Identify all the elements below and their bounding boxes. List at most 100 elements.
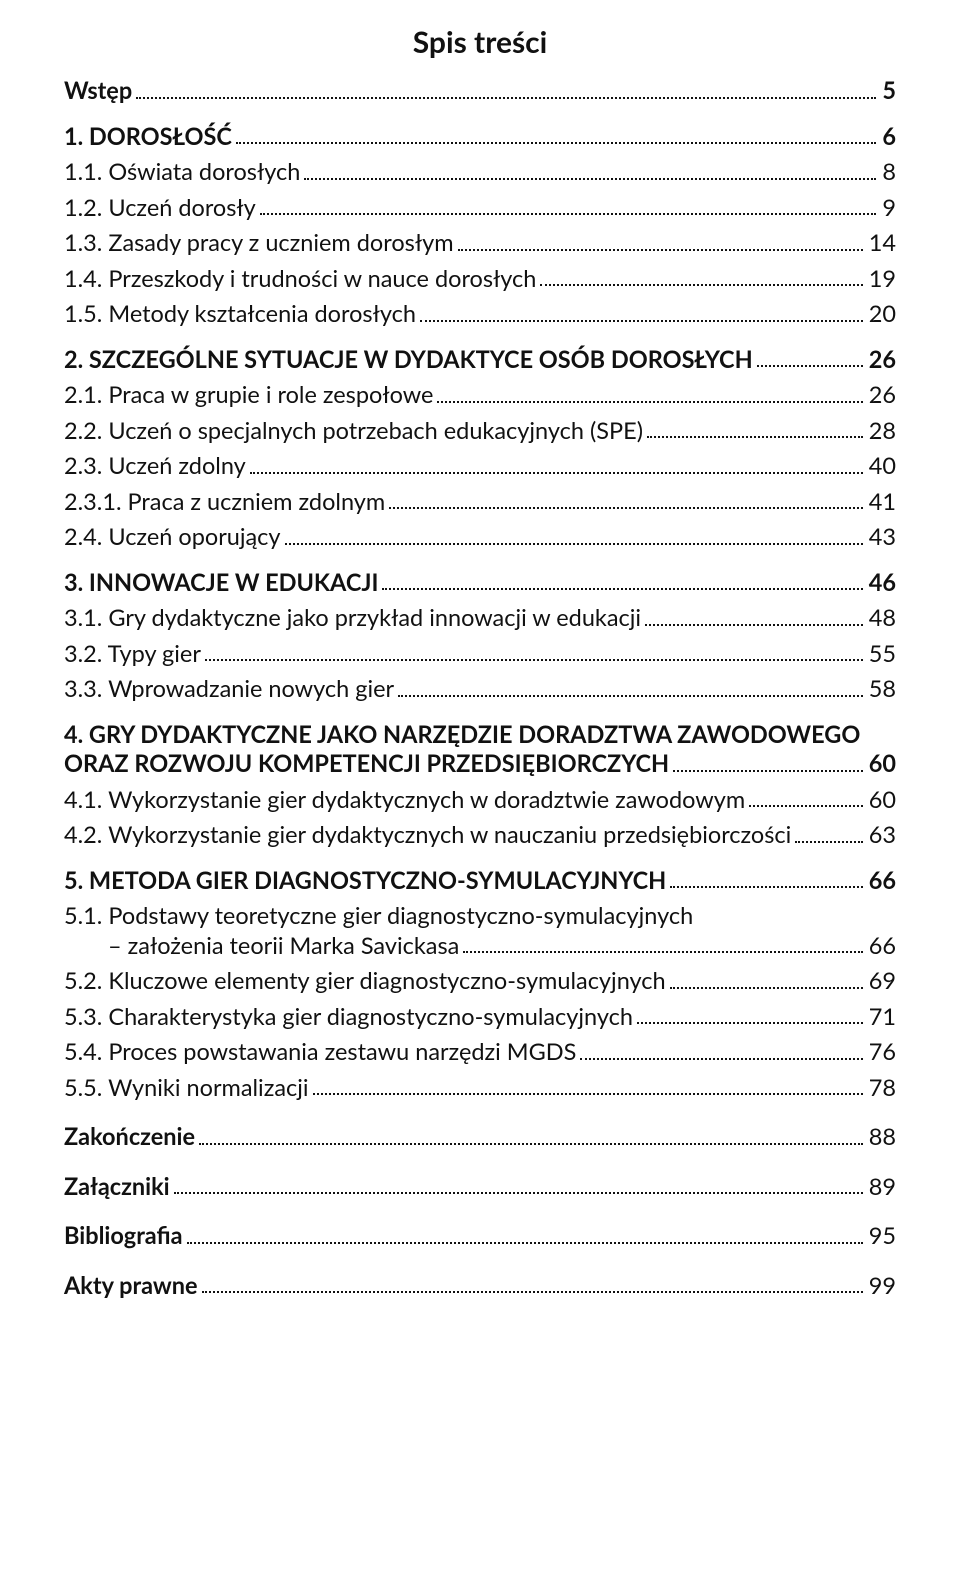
toc-entry-title: Kluczowe elementy gier diagnostyczno-sym…	[108, 967, 665, 995]
toc-entry-number: 1.5.	[64, 300, 108, 328]
toc-entry-page: 48	[869, 607, 896, 631]
toc-entry: 5.2. Kluczowe elementy gier diagnostyczn…	[64, 964, 896, 1000]
toc-leader	[199, 1143, 863, 1145]
toc-leader	[285, 543, 863, 545]
toc-entry-number: 5.2.	[64, 967, 108, 995]
toc-entry-number: 2.2.	[64, 417, 108, 445]
toc-entry-title: Wprowadzanie nowych gier	[108, 675, 394, 703]
toc-entry-number: 1.4.	[64, 265, 108, 293]
toc-entry-number: 5.5.	[64, 1074, 108, 1102]
toc-entry-title: Bibliografia	[64, 1222, 183, 1250]
toc-entry-label: 1. DOROSŁOŚĆ	[64, 126, 232, 150]
toc-entry-page: 71	[869, 1006, 896, 1030]
toc-entry-number: 5.4.	[64, 1038, 108, 1066]
toc-entry-page: 66	[869, 870, 896, 894]
toc-leader	[304, 178, 876, 180]
toc-leader	[187, 1242, 863, 1244]
toc-entry-number: 5.	[64, 867, 89, 895]
toc-entry-label: 2.1. Praca w grupie i role zespołowe	[64, 384, 433, 408]
toc-entry-label: 2.4. Uczeń oporujący	[64, 526, 281, 550]
toc-entry-label: Wstęp	[64, 80, 132, 104]
toc-leader	[420, 320, 863, 322]
toc-leader	[382, 588, 862, 590]
toc-entry-title: Zasady pracy z uczniem dorosłym	[108, 229, 453, 257]
toc-entry: 2.1. Praca w grupie i role zespołowe 26	[64, 378, 896, 414]
toc-entry-page: 43	[869, 526, 896, 550]
toc-entry-title: Metody kształcenia dorosłych	[108, 300, 416, 328]
toc-entry-number: 1.2.	[64, 194, 108, 222]
toc-entry-page: 69	[869, 970, 896, 994]
toc-leader	[250, 472, 863, 474]
toc-leader	[757, 365, 863, 367]
toc-entry-label: 4.2. Wykorzystanie gier dydaktycznych w …	[64, 824, 791, 848]
toc-entry-title: Praca z uczniem zdolnym	[128, 488, 386, 516]
toc-entry-page: 6	[882, 126, 896, 150]
toc-entry-section: Zakończenie88	[64, 1106, 896, 1156]
toc-entry-title: Zakończenie	[64, 1123, 195, 1151]
toc-entry-section: Załączniki89	[64, 1156, 896, 1206]
toc-entry-label: 1.2. Uczeń dorosły	[64, 197, 256, 221]
toc-entry-label: Bibliografia	[64, 1225, 183, 1249]
toc-entry-title: INNOWACJE W EDUKACJI	[89, 569, 379, 597]
toc-entry-label: 5.4. Proces powstawania zestawu narzędzi…	[64, 1041, 576, 1065]
toc-entry: 2.4. Uczeń oporujący 43	[64, 520, 896, 556]
toc-entry-label: Akty prawne	[64, 1275, 198, 1299]
toc-entry-multiline: 5.1. Podstawy teoretyczne gier diagnosty…	[64, 899, 896, 964]
toc-entry-page: 26	[869, 349, 896, 373]
toc-entry-title: Akty prawne	[64, 1272, 198, 1300]
toc-leader	[673, 770, 863, 772]
toc-entry-number: 3.3.	[64, 675, 108, 703]
toc-entry-section: 5. METODA GIER DIAGNOSTYCZNO-SYMULACYJNY…	[64, 854, 896, 900]
toc-entry: 3.2. Typy gier55	[64, 637, 896, 673]
toc-entry-page: 41	[869, 491, 896, 515]
toc-entry-label: 5.2. Kluczowe elementy gier diagnostyczn…	[64, 970, 666, 994]
toc-entry-title: Uczeń dorosły	[108, 194, 255, 222]
toc-entry-number: 2.3.	[64, 452, 108, 480]
toc-entry-page: 20	[869, 303, 896, 327]
toc-leader	[463, 951, 862, 953]
toc-entry-section: Wstęp5	[64, 64, 896, 110]
toc-entry-number: 2.4.	[64, 523, 108, 551]
toc-leader	[795, 841, 862, 843]
toc-entry: 4.1. Wykorzystanie gier dydaktycznych w …	[64, 783, 896, 819]
toc-title: Spis treści	[64, 24, 896, 60]
toc-entry-label: 5. METODA GIER DIAGNOSTYCZNO-SYMULACYJNY…	[64, 870, 666, 894]
toc-entry-page: 8	[882, 161, 896, 185]
toc-leader	[389, 507, 863, 509]
toc-entry-label: Zakończenie	[64, 1126, 195, 1150]
toc-entry: 1.5. Metody kształcenia dorosłych 20	[64, 297, 896, 333]
toc-leader	[313, 1093, 863, 1095]
toc-entry-page: 26	[869, 384, 896, 408]
page: Spis treści Wstęp51. DOROSŁOŚĆ61.1. Oświ…	[0, 0, 960, 1578]
toc-leader	[205, 659, 863, 661]
toc-entry: 4.2. Wykorzystanie gier dydaktycznych w …	[64, 818, 896, 854]
toc-leader	[645, 624, 863, 626]
toc-leader	[670, 886, 862, 888]
toc-entry-multiline: 4. GRY DYDAKTYCZNE JAKO NARZĘDZIE DORADZ…	[64, 708, 896, 783]
toc-entry-label: 3.3. Wprowadzanie nowych gier	[64, 678, 394, 702]
toc-entry-line2: ORAZ ROZWOJU KOMPETENCJI PRZEDSIĘBIORCZY…	[64, 747, 896, 777]
toc-entry-title-line1: GRY DYDAKTYCZNE JAKO NARZĘDZIE DORADZTWA…	[89, 721, 860, 749]
toc-entry-section: 2. SZCZEGÓLNE SYTUACJE W DYDAKTYCE OSÓB …	[64, 333, 896, 379]
toc-entry-label: 2.2. Uczeń o specjalnych potrzebach eduk…	[64, 420, 643, 444]
toc-entry: 2.3. Uczeń zdolny40	[64, 449, 896, 485]
toc-entry-number: 5.3.	[64, 1003, 108, 1031]
toc-entry-title: Uczeń oporujący	[108, 523, 280, 551]
toc-entry-page: 66	[869, 935, 896, 959]
toc-list: Wstęp51. DOROSŁOŚĆ61.1. Oświata dorosłyc…	[64, 64, 896, 1304]
toc-entry-title-line2: ORAZ ROZWOJU KOMPETENCJI PRZEDSIĘBIORCZY…	[64, 753, 669, 777]
toc-entry-page: 99	[869, 1275, 896, 1299]
toc-leader	[670, 987, 863, 989]
toc-entry-label: 1.3. Zasady pracy z uczniem dorosłym	[64, 232, 454, 256]
toc-leader	[236, 142, 876, 144]
toc-leader	[637, 1022, 863, 1024]
toc-entry: 5.4. Proces powstawania zestawu narzędzi…	[64, 1035, 896, 1071]
toc-entry-line1: 4. GRY DYDAKTYCZNE JAKO NARZĘDZIE DORADZ…	[64, 724, 896, 748]
toc-entry-title: Typy gier	[108, 640, 201, 668]
toc-entry-number: 1.1.	[64, 158, 108, 186]
toc-leader	[647, 436, 863, 438]
toc-leader	[580, 1058, 862, 1060]
toc-entry-title: Uczeń o specjalnych potrzebach edukacyjn…	[108, 417, 643, 445]
toc-entry-page: 63	[869, 824, 896, 848]
toc-entry-number: 4.1.	[64, 786, 108, 814]
